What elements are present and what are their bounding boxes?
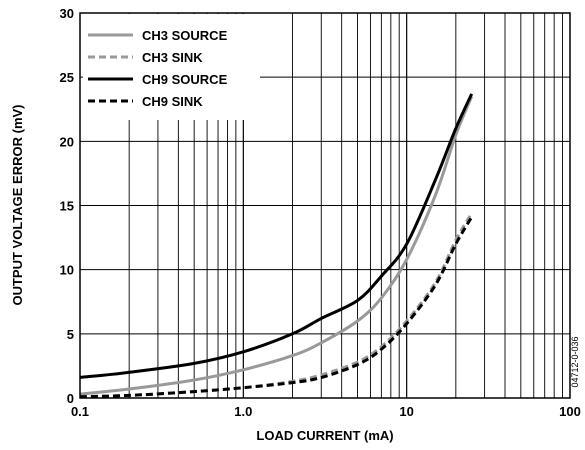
x-tick-label: 0.1	[71, 404, 89, 419]
legend-label-2: CH9 SOURCE	[142, 72, 228, 87]
x-tick-label: 100	[559, 404, 581, 419]
series-line-0	[79, 95, 474, 396]
x-axis-title: LOAD CURRENT (mA)	[256, 428, 393, 443]
legend-label-0: CH3 SOURCE	[142, 28, 228, 43]
y-tick-label: 25	[60, 70, 74, 85]
series-line-3	[79, 216, 473, 399]
x-tick-labels: 0.1 1.0 10 100	[71, 404, 581, 419]
series-group	[79, 93, 474, 399]
y-tick-label: 0	[67, 391, 74, 406]
y-tick-labels: 0 5 10 15 20 25 30	[60, 6, 74, 406]
legend-label-1: CH3 SINK	[142, 50, 203, 65]
legend-label-3: CH9 SINK	[142, 94, 203, 109]
x-tick-label: 1.0	[234, 404, 252, 419]
series-line-2	[79, 93, 474, 379]
series-line-1	[79, 212, 473, 399]
figure-id: 04712-0-036	[570, 336, 580, 387]
plot-frame	[79, 12, 571, 399]
y-tick-label: 30	[60, 6, 74, 21]
y-tick-label: 20	[60, 134, 74, 149]
legend: CH3 SOURCE CH3 SINK CH9 SOURCE CH9 SINK	[88, 28, 228, 109]
y-axis-title: OUTPUT VOLTAGE ERROR (mV)	[10, 104, 25, 305]
x-tick-label: 10	[399, 404, 413, 419]
y-tick-label: 5	[67, 327, 74, 342]
y-tick-label: 10	[60, 263, 74, 278]
y-tick-label: 15	[60, 199, 74, 214]
